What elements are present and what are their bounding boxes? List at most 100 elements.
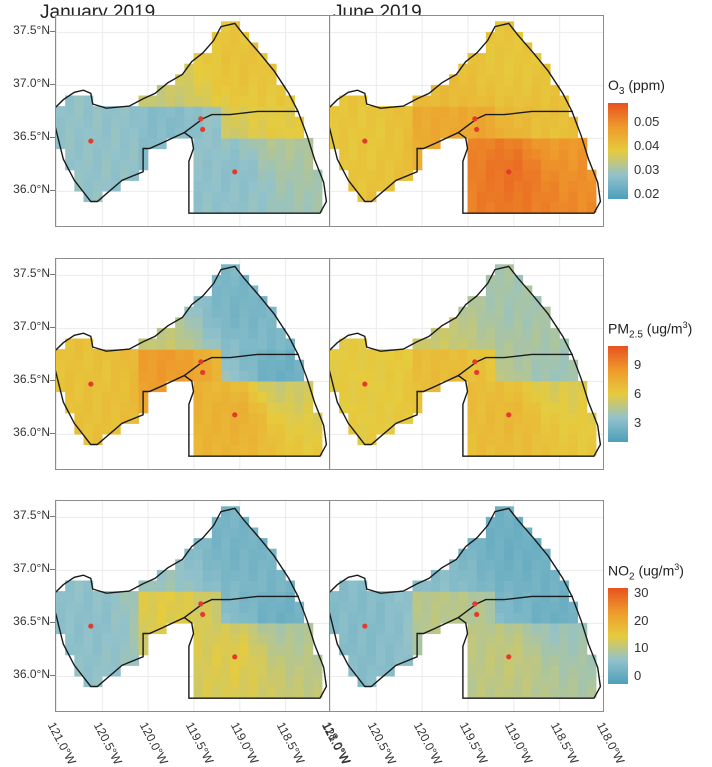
heatmap-cell (239, 591, 250, 603)
heatmap-cell (449, 580, 459, 592)
heatmap-cell (129, 402, 140, 414)
heatmap-cell (248, 402, 259, 414)
heatmap-cell (184, 116, 195, 128)
heatmap-cell (485, 569, 496, 582)
heatmap-cell (476, 148, 487, 160)
heatmap-cell (257, 412, 268, 424)
heatmap-cell (202, 665, 213, 677)
heatmap-cell (248, 296, 259, 308)
heatmap-cell (531, 317, 542, 329)
heatmap-cell (403, 391, 414, 403)
heatmap-cell (294, 180, 305, 192)
heatmap-cell (175, 327, 185, 340)
heatmap-cell (248, 538, 259, 550)
heatmap-cell (111, 591, 121, 603)
heatmap-cell (257, 433, 268, 446)
heatmap-cell (312, 686, 323, 698)
heatmap-cell (577, 391, 588, 403)
heatmap-cell (92, 654, 103, 666)
heatmap-cell (495, 106, 505, 118)
heatmap-cell (403, 148, 414, 160)
heatmap-cell (211, 516, 222, 529)
heatmap-cell (221, 612, 231, 624)
heatmap-cell (504, 264, 514, 276)
heatmap-cell (257, 391, 268, 403)
heatmap-cell (221, 433, 231, 446)
heatmap-cell (485, 180, 496, 192)
heatmap-cell (522, 527, 533, 539)
heatmap-cell (412, 137, 423, 150)
heatmap-cell (449, 74, 459, 86)
heatmap-cell (421, 380, 432, 393)
heatmap-cell (266, 201, 277, 213)
heatmap-cell (83, 169, 94, 181)
heatmap-cell (485, 42, 496, 54)
heatmap-cell (221, 380, 231, 393)
heatmap-cell (531, 306, 542, 318)
heatmap-cell (531, 84, 542, 97)
heatmap-cell (522, 444, 533, 456)
heatmap-cell (285, 95, 295, 107)
heatmap-cell (230, 633, 240, 645)
heatmap-cell (375, 116, 386, 128)
heatmap-cell (211, 285, 222, 297)
monitor-point (506, 412, 512, 418)
heatmap-cell (476, 538, 487, 550)
heatmap-cell (257, 296, 268, 308)
heatmap-cell (568, 127, 579, 139)
heatmap-cell (485, 274, 496, 287)
heatmap-cell (485, 601, 496, 613)
heatmap-cell (375, 137, 386, 150)
heatmap-cell (211, 633, 222, 645)
heatmap-cell (83, 580, 94, 592)
heatmap-cell (458, 106, 469, 118)
heatmap-cell (303, 137, 314, 150)
heatmap-cell (504, 391, 514, 403)
heatmap-cell (366, 349, 377, 361)
heatmap-cell (467, 423, 478, 435)
heatmap-cell (513, 201, 524, 213)
heatmap-cell (193, 591, 204, 603)
heatmap-cell (230, 569, 240, 582)
heatmap-cell (285, 359, 295, 371)
heatmap-cell (239, 644, 250, 656)
heatmap-cell (550, 644, 560, 656)
heatmap-cell (257, 559, 268, 571)
heatmap-cell (568, 654, 579, 666)
heatmap-cell (504, 201, 514, 213)
heatmap-cell (550, 612, 560, 624)
heatmap-cell (211, 349, 222, 361)
heatmap-cell (559, 601, 569, 613)
heatmap-cell (138, 359, 149, 371)
heatmap-cell (385, 148, 395, 160)
heatmap-cell (221, 654, 231, 666)
heatmap-cell (485, 317, 496, 329)
heatmap-cell (568, 180, 579, 192)
heatmap-cell (230, 306, 240, 318)
heatmap-cell (458, 95, 469, 107)
heatmap-cell (138, 580, 149, 592)
heatmap-cell (485, 402, 496, 414)
heatmap-cell (540, 622, 551, 635)
heatmap-cell (65, 106, 75, 118)
heatmap-cell (221, 148, 231, 160)
map-panel-pm25-jun (329, 258, 604, 470)
heatmap-cell (531, 580, 542, 592)
heatmap-cell (129, 633, 140, 645)
y-tick-label: 36.5°N (13, 613, 50, 628)
heatmap-cell (202, 654, 213, 666)
legend-tick-label: 0.03 (634, 162, 660, 178)
heatmap-cell (303, 148, 314, 160)
heatmap-cell (421, 622, 432, 635)
heatmap-cell (394, 402, 404, 414)
heatmap-cell (412, 338, 423, 350)
heatmap-cell (92, 675, 103, 688)
heatmap-cell (239, 285, 250, 297)
heatmap-cell (458, 580, 469, 592)
heatmap-cell (193, 433, 204, 446)
heatmap-cell (74, 654, 85, 666)
heatmap-cell (276, 444, 286, 456)
heatmap-cell (476, 338, 487, 350)
heatmap-cell (184, 95, 195, 107)
monitor-point (474, 611, 480, 618)
